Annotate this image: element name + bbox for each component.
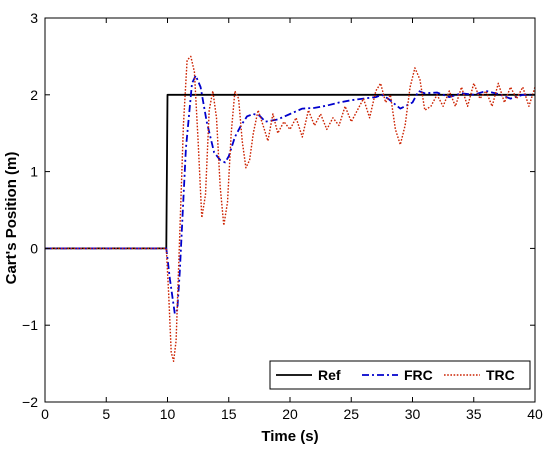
y-tick-label: 2 xyxy=(30,87,38,103)
legend: Ref FRC TRC xyxy=(269,360,531,390)
x-tick-label: 10 xyxy=(160,406,176,422)
series-layer xyxy=(45,55,536,362)
series-line-trc xyxy=(45,55,536,362)
series-line-frc xyxy=(45,74,535,315)
x-tick-label: 40 xyxy=(527,406,543,422)
x-tick-label: 15 xyxy=(221,406,237,422)
y-axis-label: Cart's Position (m) xyxy=(3,152,20,285)
y-tick-label: 0 xyxy=(30,240,38,256)
x-axis-label: Time (s) xyxy=(261,428,318,445)
series-line-ref xyxy=(45,93,535,250)
x-tick-label: 20 xyxy=(282,406,298,422)
x-tick-label: 35 xyxy=(466,406,482,422)
legend-label-frc: FRC xyxy=(404,367,433,383)
plot-frame xyxy=(44,17,536,403)
y-tick-label: −2 xyxy=(22,394,38,410)
x-tick-label: 30 xyxy=(405,406,421,422)
y-tick-label: 1 xyxy=(30,164,38,180)
legend-box xyxy=(269,360,531,390)
y-tick-label: −1 xyxy=(22,317,38,333)
legend-label-ref: Ref xyxy=(318,367,341,383)
legend-label-trc: TRC xyxy=(486,367,515,383)
y-tick-label: 3 xyxy=(30,10,38,26)
x-tick-label: 5 xyxy=(102,406,110,422)
x-tick-label: 25 xyxy=(343,406,359,422)
x-tick-label: 0 xyxy=(41,406,49,422)
ticks-layer: 0 5 10 15 20 25 30 35 40 −2 −1 0 1 2 3 xyxy=(22,10,543,422)
